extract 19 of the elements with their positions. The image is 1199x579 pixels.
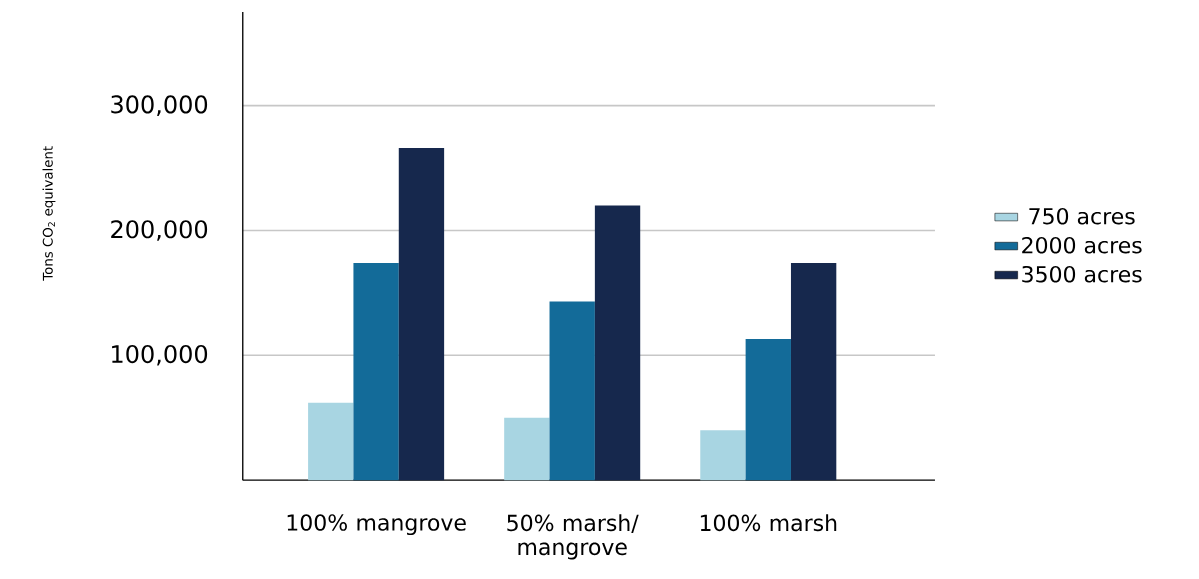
legend-label: 2000 acres: [1022, 236, 1142, 254]
bar: [504, 417, 550, 481]
y-tick-label: 100,000: [112, 345, 208, 366]
bar: [790, 263, 837, 481]
legend-label: 3500 acres: [1022, 265, 1142, 283]
bar: [594, 205, 641, 481]
bar: [308, 402, 354, 481]
x-tick-label: 100% mangrove: [287, 514, 466, 536]
bar: [700, 430, 746, 481]
bar: [745, 339, 791, 481]
bar: [353, 263, 399, 481]
legend-label: 750 acres: [1029, 207, 1135, 225]
bar: [398, 148, 445, 481]
y-axis-title: Tons CO$_{2}$ equivalent: [42, 146, 56, 281]
bar: [549, 301, 595, 481]
y-tick-label: 200,000: [111, 220, 208, 241]
x-tick-label: 50% marsh/ mangrove: [507, 514, 639, 560]
x-tick-label: 100% marsh: [700, 514, 837, 532]
y-tick-label: 300,000: [111, 95, 208, 116]
